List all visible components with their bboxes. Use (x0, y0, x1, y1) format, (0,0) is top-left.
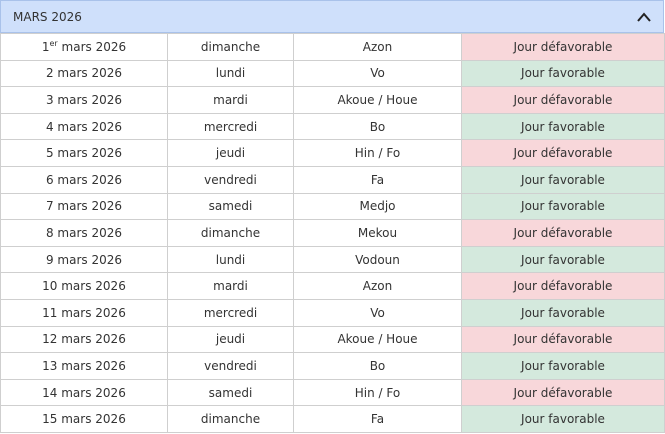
date-cell: 11 mars 2026 (0, 298, 168, 327)
name-cell: Akoue / Houe (293, 325, 462, 354)
status-cell: Jour défavorable (461, 139, 665, 167)
name-cell: Vo (293, 59, 462, 88)
date-day: 1 (41, 40, 50, 55)
name-cell: Vo (293, 298, 462, 327)
name-cell: Bo (293, 112, 462, 141)
day-row: 9 mars 2026 lundi Vodoun Jour favorable (0, 245, 665, 274)
status-cell: Jour favorable (461, 112, 665, 141)
name-cell: Azon (293, 272, 462, 300)
date-cell: 10 mars 2026 (0, 272, 168, 300)
status-cell: Jour défavorable (461, 272, 665, 300)
status-cell: Jour favorable (461, 192, 665, 221)
day-row: 15 mars 2026 dimanche Fa Jour favorable (0, 405, 665, 433)
weekday-cell: dimanche (167, 405, 294, 433)
month-title: MARS 2026 (13, 9, 82, 24)
date-cell: 4 mars 2026 (0, 112, 168, 141)
day-row: 7 mars 2026 samedi Medjo Jour favorable (0, 192, 665, 221)
date-cell: 14 mars 2026 (0, 378, 168, 407)
weekday-cell: samedi (167, 378, 294, 407)
day-row: 4 mars 2026 mercredi Bo Jour favorable (0, 112, 665, 141)
name-cell: Fa (293, 405, 462, 433)
date-cell: 13 mars 2026 (0, 352, 168, 380)
month-header[interactable]: MARS 2026 (0, 0, 664, 33)
day-row: 2 mars 2026 lundi Vo Jour favorable (0, 59, 665, 88)
status-cell: Jour défavorable (461, 86, 665, 114)
date-cell: 1er mars 2026 (0, 33, 168, 61)
weekday-cell: lundi (167, 245, 294, 274)
status-cell: Jour favorable (461, 352, 665, 380)
status-cell: Jour défavorable (461, 219, 665, 247)
name-cell: Azon (293, 33, 462, 61)
date-cell: 5 mars 2026 (0, 139, 168, 167)
name-cell: Hin / Fo (293, 139, 462, 167)
status-cell: Jour favorable (461, 245, 665, 274)
name-cell: Akoue / Houe (293, 86, 462, 114)
status-cell: Jour favorable (461, 59, 665, 88)
status-cell: Jour défavorable (461, 325, 665, 354)
name-cell: Bo (293, 352, 462, 380)
weekday-cell: jeudi (167, 325, 294, 354)
name-cell: Vodoun (293, 245, 462, 274)
weekday-cell: mardi (167, 272, 294, 300)
name-cell: Medjo (293, 192, 462, 221)
day-row: 8 mars 2026 dimanche Mekou Jour défavorable (0, 219, 665, 247)
status-cell: Jour favorable (461, 165, 665, 194)
weekday-cell: samedi (167, 192, 294, 221)
day-row: 6 mars 2026 vendredi Fa Jour favorable (0, 165, 665, 194)
name-cell: Mekou (293, 219, 462, 247)
weekday-cell: mardi (167, 86, 294, 114)
weekday-cell: vendredi (167, 352, 294, 380)
status-cell: Jour défavorable (461, 378, 665, 407)
weekday-cell: mercredi (167, 298, 294, 327)
day-row: 5 mars 2026 jeudi Hin / Fo Jour défavorable (0, 139, 665, 167)
status-cell: Jour défavorable (461, 33, 665, 61)
weekday-cell: jeudi (167, 139, 294, 167)
weekday-cell: dimanche (167, 33, 294, 61)
day-row: 13 mars 2026 vendredi Bo Jour favorable (0, 352, 665, 380)
day-row: 1er mars 2026 dimanche Azon Jour défavorabl… (0, 33, 665, 61)
day-row: 11 mars 2026 mercredi Vo Jour favorable (0, 298, 665, 327)
days-table: 1er mars 2026 dimanche Azon Jour défavorabl… (0, 33, 665, 433)
date-cell: 7 mars 2026 (0, 192, 168, 221)
date-rest: mars 2026 (61, 40, 127, 55)
date-cell: 12 mars 2026 (0, 325, 168, 354)
collapse-icon[interactable] (637, 11, 651, 22)
weekday-cell: lundi (167, 59, 294, 88)
date-cell: 9 mars 2026 (0, 245, 168, 274)
status-cell: Jour favorable (461, 298, 665, 327)
date-cell: 3 mars 2026 (0, 86, 168, 114)
date-cell: 6 mars 2026 (0, 165, 168, 194)
name-cell: Hin / Fo (293, 378, 462, 407)
name-cell: Fa (293, 165, 462, 194)
day-row: 10 mars 2026 mardi Azon Jour défavorable (0, 272, 665, 300)
weekday-cell: dimanche (167, 219, 294, 247)
weekday-cell: mercredi (167, 112, 294, 141)
status-cell: Jour favorable (461, 405, 665, 433)
date-cell: 15 mars 2026 (0, 405, 168, 433)
weekday-cell: vendredi (167, 165, 294, 194)
date-suffix: er (49, 39, 58, 49)
date-cell: 2 mars 2026 (0, 59, 168, 88)
day-row: 14 mars 2026 samedi Hin / Fo Jour défavorab… (0, 378, 665, 407)
day-row: 12 mars 2026 jeudi Akoue / Houe Jour défavo… (0, 325, 665, 354)
day-row: 3 mars 2026 mardi Akoue / Houe Jour défavor… (0, 86, 665, 114)
date-cell: 8 mars 2026 (0, 219, 168, 247)
